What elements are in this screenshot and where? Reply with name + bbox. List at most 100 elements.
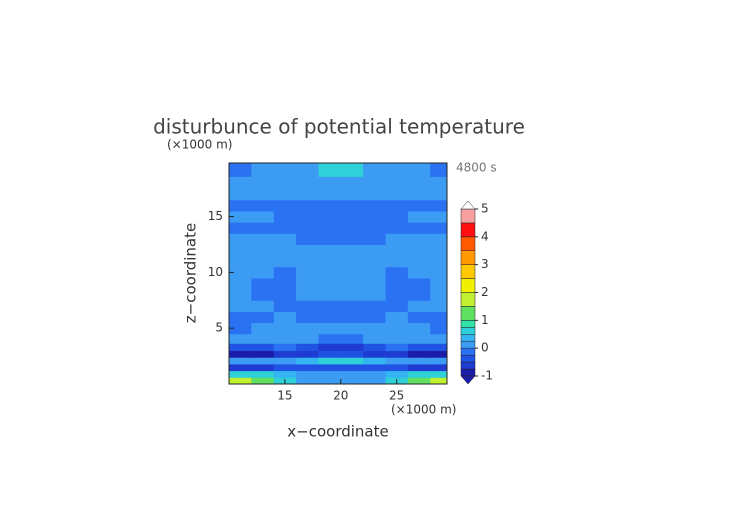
- colorbar-tick-label: -1: [481, 369, 493, 383]
- field-cell: [385, 357, 409, 365]
- colorbar-tick-label: 0: [481, 341, 489, 355]
- field-cell: [251, 222, 275, 234]
- field-cell: [318, 343, 342, 352]
- field-cell: [273, 350, 297, 358]
- field-cell: [385, 363, 409, 372]
- field-cell: [430, 300, 448, 312]
- field-cell: [296, 277, 319, 290]
- field-cell: [318, 300, 342, 312]
- field-cell: [229, 266, 252, 279]
- field-cell: [385, 266, 409, 279]
- field-cell: [363, 322, 387, 335]
- x-tick-label: 15: [277, 389, 292, 403]
- field-cell: [340, 311, 364, 324]
- field-cell: [363, 222, 387, 234]
- field-cell: [229, 377, 252, 385]
- field-cell: [273, 322, 297, 335]
- field-cell: [340, 363, 364, 372]
- field-cell: [273, 333, 297, 344]
- field-cell: [363, 277, 387, 290]
- field-cell: [407, 277, 431, 290]
- field-cell: [430, 266, 448, 279]
- field-cell: [340, 357, 364, 365]
- field-cell: [385, 277, 409, 290]
- field-cell: [430, 255, 448, 268]
- field-cell: [430, 357, 448, 365]
- field-cell: [273, 176, 297, 190]
- field-cell: [251, 210, 275, 223]
- y-tick-label: 5: [215, 321, 223, 335]
- field-cell: [385, 176, 409, 190]
- field-cell: [251, 311, 275, 324]
- field-cell: [273, 210, 297, 223]
- field-cell: [318, 377, 342, 385]
- field-cell: [430, 370, 448, 378]
- field-cell: [363, 199, 387, 212]
- field-cell: [407, 377, 431, 385]
- field-cell: [407, 199, 431, 212]
- field-cell: [340, 370, 364, 378]
- field-cell: [363, 266, 387, 279]
- field-cell: [296, 255, 319, 268]
- field-cell: [385, 322, 409, 335]
- field-cell: [251, 363, 275, 372]
- field-cell: [430, 343, 448, 352]
- field-cell: [340, 343, 364, 352]
- field-cell: [296, 188, 319, 201]
- field-cell: [407, 333, 431, 344]
- field-cell: [273, 343, 297, 352]
- field-cell: [296, 300, 319, 312]
- field-cell: [229, 311, 252, 324]
- field-cell: [385, 311, 409, 324]
- field-cell: [318, 333, 342, 344]
- field-cell: [340, 322, 364, 335]
- field-cell: [363, 289, 387, 301]
- field-cell: [318, 244, 342, 257]
- z-unit: (×1000 m): [167, 138, 232, 152]
- colorbar-extend-high: [460, 200, 476, 210]
- field-cell: [229, 333, 252, 344]
- colorbar-band: [460, 306, 476, 321]
- field-cell: [407, 357, 431, 365]
- field-cell: [340, 210, 364, 223]
- field-cell: [407, 222, 431, 234]
- field-cell: [385, 370, 409, 378]
- field-cell: [273, 222, 297, 234]
- field-cell: [318, 188, 342, 201]
- field-cell: [407, 210, 431, 223]
- field-cell: [296, 222, 319, 234]
- field-cell: [318, 199, 342, 212]
- field-cell: [340, 333, 364, 344]
- field-cell: [385, 188, 409, 201]
- field-cell: [273, 289, 297, 301]
- field-cell: [296, 311, 319, 324]
- colorbar-band: [460, 264, 476, 279]
- field-cell: [251, 233, 275, 245]
- field-cell: [318, 350, 342, 358]
- field-cell: [430, 244, 448, 257]
- field-cell: [251, 266, 275, 279]
- colorbar-tick-label: 2: [481, 285, 489, 299]
- field-cell: [229, 199, 252, 212]
- field-cell: [318, 311, 342, 324]
- field-cell: [363, 210, 387, 223]
- colorbar-band: [460, 334, 476, 342]
- field-cell: [229, 277, 252, 290]
- x-unit: (×1000 m): [391, 403, 456, 417]
- colorbar-band: [460, 320, 476, 328]
- field-cell: [385, 300, 409, 312]
- field-cell: [430, 163, 448, 177]
- field-cell: [363, 350, 387, 358]
- field-cell: [229, 289, 252, 301]
- field-cell: [229, 233, 252, 245]
- colorbar-band: [460, 236, 476, 251]
- field-cell: [273, 255, 297, 268]
- field-cell: [273, 277, 297, 290]
- field-cell: [296, 350, 319, 358]
- field-cell: [430, 311, 448, 324]
- field-cell: [251, 244, 275, 257]
- field-cell: [273, 266, 297, 279]
- field-cell: [430, 277, 448, 290]
- field-cell: [273, 163, 297, 177]
- field-cell: [430, 222, 448, 234]
